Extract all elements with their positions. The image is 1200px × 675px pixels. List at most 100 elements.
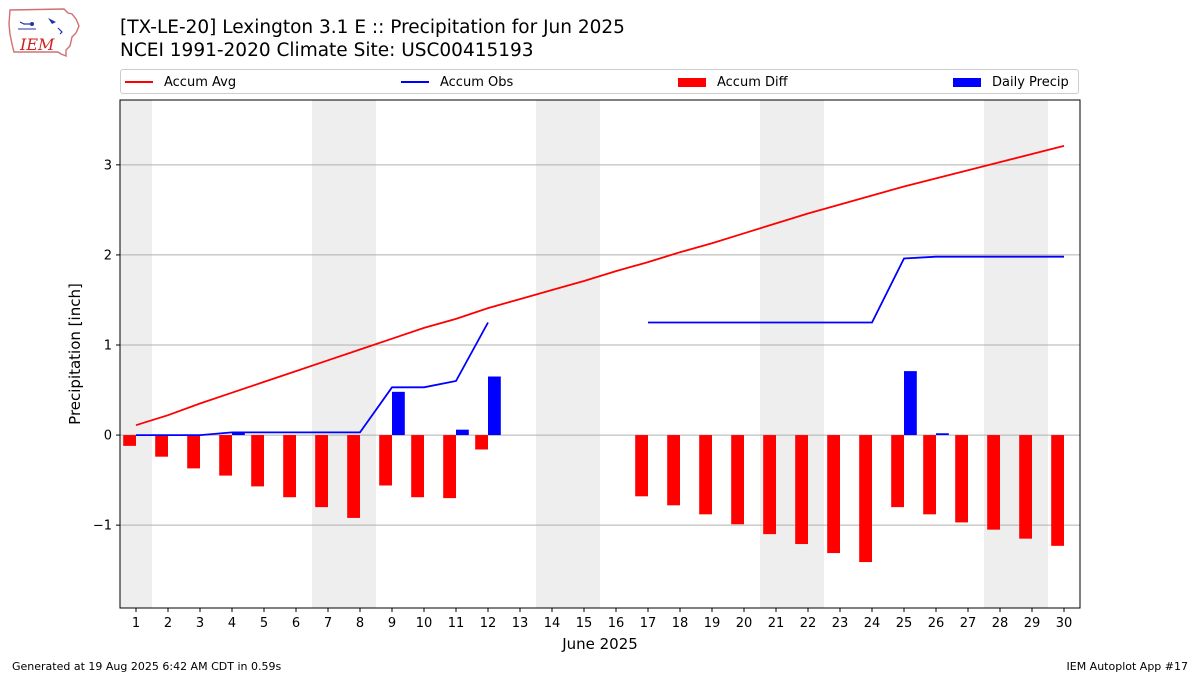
diff-bar: [155, 435, 168, 457]
weekend-band-1: [312, 100, 376, 608]
legend-label-daily-precip: Daily Precip: [992, 74, 1069, 90]
iem-logo-text: IEM: [19, 35, 55, 54]
y-tick-label: 2: [104, 248, 112, 263]
legend-label-accum-obs: Accum Obs: [440, 74, 514, 90]
x-tick-label: 22: [800, 616, 817, 631]
diff-bar: [635, 435, 648, 497]
x-tick-label: 6: [292, 616, 300, 631]
weekend-band-3: [760, 100, 824, 608]
footer-generated: Generated at 19 Aug 2025 6:42 AM CDT in …: [12, 660, 282, 673]
x-axis-label: June 2025: [561, 635, 638, 653]
x-tick-label: 29: [1024, 616, 1041, 631]
x-tick-label: 17: [640, 616, 657, 631]
legend-swatch-accum-diff: [678, 77, 706, 87]
footer-app: IEM Autoplot App #17: [1066, 660, 1189, 673]
legend-swatch-accum-obs: [401, 81, 429, 83]
plot-frame: [119, 99, 1081, 609]
diff-bar: [859, 435, 872, 563]
chart-legend: Accum Avg Accum Obs Accum Diff Daily Pre…: [120, 69, 1079, 94]
precip-bar: [488, 376, 501, 436]
series-line-accum-obs: [136, 255, 1064, 436]
weekend-shading: [120, 100, 1048, 608]
y-tick-label: 3: [104, 158, 112, 173]
weekend-band-2: [536, 100, 600, 608]
chart-subtitle: NCEI 1991-2020 Climate Site: USC00415193: [120, 40, 534, 61]
x-tick-label: 12: [480, 616, 497, 631]
legend-item-daily-precip: Daily Precip: [953, 73, 1069, 91]
y-tick-label: 1: [104, 338, 112, 353]
diff-bar: [827, 435, 840, 554]
x-tick-label: 4: [228, 616, 236, 631]
diff-bar: [1019, 435, 1032, 539]
diff-bar: [891, 435, 904, 508]
x-tick-label: 28: [992, 616, 1009, 631]
weekend-band-0: [120, 100, 152, 608]
iowa-outline-icon: [8, 8, 80, 58]
precip-bar: [232, 432, 245, 436]
x-tick-label: 20: [736, 616, 753, 631]
series-line-accum-avg: [135, 145, 1065, 427]
x-tick-label: 27: [960, 616, 977, 631]
diff-bar: [795, 435, 808, 545]
diff-bar: [411, 435, 424, 498]
precip-bar: [456, 429, 469, 436]
x-tick-label: 8: [356, 616, 364, 631]
diff-bar: [731, 435, 744, 525]
legend-label-accum-avg: Accum Avg: [164, 74, 237, 90]
x-tick-label: 16: [608, 616, 625, 631]
diff-bar: [923, 435, 936, 515]
diff-bar: [379, 435, 392, 486]
diff-bar: [443, 435, 456, 499]
diff-bar: [219, 435, 232, 476]
chart-title: [TX-LE-20] Lexington 3.1 E :: Precipitat…: [120, 17, 625, 38]
x-tick-label: 11: [448, 616, 465, 631]
legend-item-accum-obs: Accum Obs: [401, 73, 513, 91]
diff-bar: [955, 435, 968, 523]
precip-bar: [392, 391, 405, 436]
x-tick-label: 21: [768, 616, 785, 631]
diff-bar: [187, 435, 200, 469]
legend-item-accum-diff: Accum Diff: [678, 73, 788, 91]
diff-bar: [347, 435, 360, 518]
x-tick-label: 30: [1056, 616, 1073, 631]
x-tick-label: 2: [164, 616, 172, 631]
weekend-band-4: [984, 100, 1048, 608]
diff-bar: [987, 435, 1000, 530]
bars: [123, 371, 1064, 563]
x-tick-label: 23: [832, 616, 849, 631]
precip-bar: [936, 433, 949, 436]
diff-bar: [1051, 435, 1064, 546]
x-tick-label: 3: [196, 616, 204, 631]
series-lines: [135, 145, 1065, 436]
diff-bar: [283, 435, 296, 498]
grid-lines: [120, 164, 1080, 526]
iem-logo: IEM: [8, 8, 80, 58]
x-tick-label: 14: [544, 616, 561, 631]
x-tick-label: 9: [388, 616, 396, 631]
x-tick-label: 24: [864, 616, 881, 631]
diff-bar: [123, 435, 136, 446]
y-axis-ticks: −1 0 1 2 3: [93, 158, 120, 534]
x-tick-label: 7: [324, 616, 332, 631]
y-tick-label: −1: [93, 519, 112, 534]
x-tick-label: 10: [416, 616, 433, 631]
x-tick-label: 19: [704, 616, 721, 631]
diff-bar: [315, 435, 328, 508]
x-tick-label: 13: [512, 616, 529, 631]
x-tick-label: 25: [896, 616, 913, 631]
diff-bar: [475, 435, 488, 450]
x-tick-label: 26: [928, 616, 945, 631]
x-tick-label: 1: [132, 616, 140, 631]
y-axis-label: Precipitation [inch]: [66, 283, 84, 425]
diff-bar: [667, 435, 680, 506]
x-axis-ticks: 1 2 3 4 5 6 7 8 9 10 11 12 13 14 15 16 17 18 19 20 21 22 23 24 2…: [132, 608, 1072, 631]
x-tick-label: 5: [260, 616, 268, 631]
x-tick-label: 15: [576, 616, 593, 631]
precip-bar: [904, 371, 917, 436]
legend-swatch-daily-precip: [953, 77, 981, 87]
x-tick-label: 18: [672, 616, 689, 631]
legend-label-accum-diff: Accum Diff: [717, 74, 788, 90]
diff-bar: [699, 435, 712, 515]
diff-bar: [763, 435, 776, 535]
